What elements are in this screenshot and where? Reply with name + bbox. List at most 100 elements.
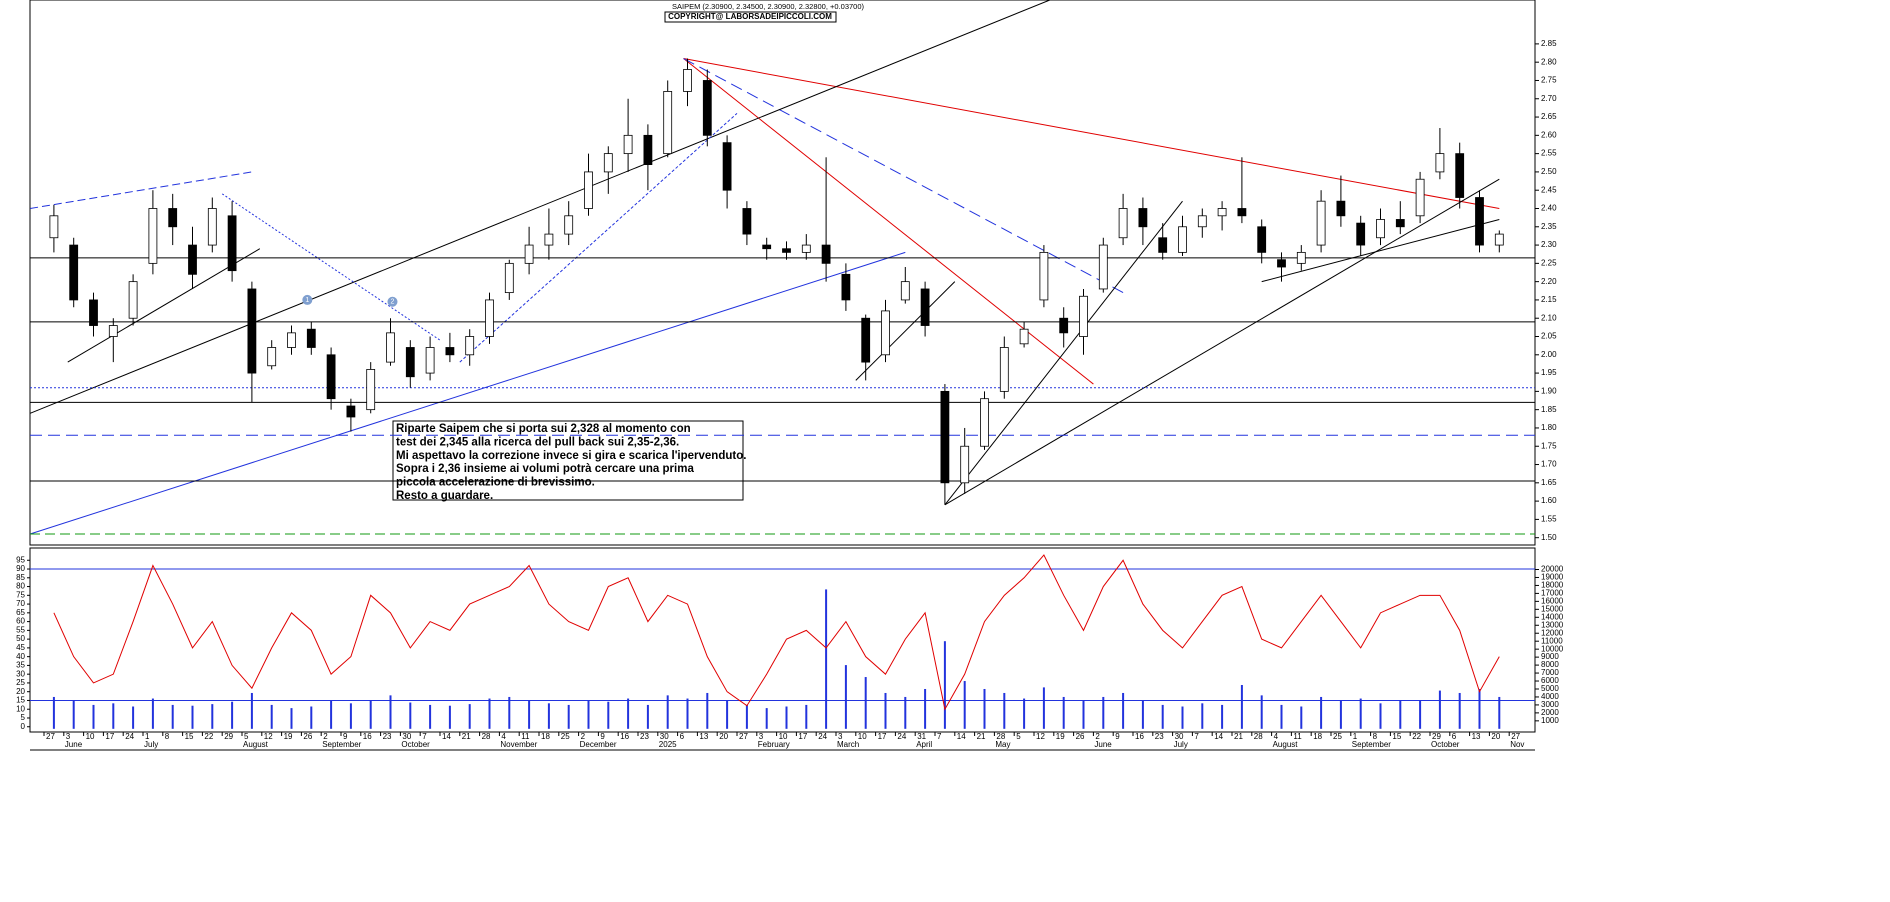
week-label: 23 — [1155, 732, 1164, 741]
week-label: 18 — [1313, 732, 1322, 741]
candle-body — [366, 369, 376, 411]
volume-tick-label: 8000 — [1541, 660, 1559, 669]
week-label: 10 — [779, 732, 788, 741]
osc-tick-label: 90 — [16, 564, 25, 573]
volume-bar — [924, 688, 927, 729]
candle-body — [1356, 222, 1366, 246]
volume-bar — [369, 700, 372, 729]
week-label: 26 — [303, 732, 312, 741]
week-label: 4 — [501, 732, 506, 741]
volume-bar — [963, 681, 966, 729]
marker-label: 1 — [305, 297, 309, 304]
week-label: 23 — [640, 732, 649, 741]
month-label: March — [837, 740, 859, 749]
candle-body — [524, 244, 534, 264]
month-label: September — [322, 740, 361, 749]
y-tick-label: 1.95 — [1541, 368, 1557, 377]
y-tick-label: 1.50 — [1541, 533, 1557, 542]
candle-body — [326, 354, 336, 400]
candle-body — [643, 134, 653, 165]
candle-body — [564, 215, 574, 235]
month-label: November — [500, 740, 537, 749]
volume-bar — [151, 698, 154, 729]
week-label: 21 — [462, 732, 471, 741]
candle-body — [207, 208, 217, 246]
candle-body — [900, 281, 910, 301]
candle-body — [445, 347, 455, 356]
candle-body — [1039, 251, 1049, 301]
annotation-line: piccola accelerazione di brevissimo. — [396, 477, 595, 489]
y-tick-label: 1.75 — [1541, 441, 1557, 450]
candle-body — [386, 332, 395, 363]
candle-body — [1455, 153, 1465, 198]
y-tick-label: 2.20 — [1541, 277, 1557, 286]
week-label: 9 — [600, 732, 605, 741]
week-label: 30 — [1175, 732, 1184, 741]
trendline — [944, 178, 1500, 506]
candle-body — [960, 445, 970, 484]
volume-bar — [1458, 692, 1461, 729]
volume-bar — [1320, 696, 1323, 729]
week-label: 26 — [1076, 732, 1085, 741]
week-label: 5 — [1016, 732, 1021, 741]
osc-tick-label: 95 — [16, 555, 25, 564]
candle-body — [1435, 153, 1445, 173]
week-label: 13 — [699, 732, 708, 741]
week-label: 20 — [719, 732, 728, 741]
osc-tick-label: 5 — [21, 713, 26, 722]
week-label: 15 — [1392, 732, 1401, 741]
volume-tick-label: 20000 — [1541, 565, 1564, 574]
volume-bar — [1082, 700, 1085, 729]
y-tick-label: 2.25 — [1541, 258, 1557, 267]
week-label: 28 — [1254, 732, 1263, 741]
y-tick-label: 1.65 — [1541, 478, 1557, 487]
week-label: 6 — [680, 732, 685, 741]
annotation-line: Riparte Saipem che si porta sui 2,328 al… — [396, 423, 691, 435]
week-label: 5 — [244, 732, 249, 741]
y-tick-label: 1.70 — [1541, 460, 1557, 469]
volume-bar — [825, 589, 828, 729]
volume-bar — [1359, 698, 1362, 729]
week-label: 11 — [521, 732, 530, 741]
month-label: December — [580, 740, 617, 749]
week-label: 27 — [1511, 732, 1520, 741]
marker — [302, 294, 313, 305]
candle-body — [999, 347, 1009, 392]
week-label: 1 — [1353, 732, 1358, 741]
y-tick-label: 2.35 — [1541, 222, 1557, 231]
osc-tick-label: 55 — [16, 625, 25, 634]
candle-body — [425, 347, 435, 374]
candle-body — [1336, 200, 1346, 217]
week-label: 16 — [363, 732, 372, 741]
week-label: 10 — [86, 732, 95, 741]
volume-bar — [231, 701, 234, 729]
osc-tick-label: 75 — [16, 590, 25, 599]
candle-body — [801, 244, 811, 253]
y-tick-label: 1.55 — [1541, 515, 1557, 524]
osc-tick-label: 85 — [16, 573, 25, 582]
week-label: 3 — [66, 732, 71, 741]
candle-body — [1178, 226, 1187, 253]
volume-bar — [1498, 696, 1501, 729]
osc-tick-label: 65 — [16, 608, 25, 617]
volume-bar — [92, 704, 95, 729]
volume-bar — [290, 708, 293, 729]
volume-tick-label: 10000 — [1541, 644, 1564, 653]
week-label: 16 — [1135, 732, 1144, 741]
week-label: 21 — [1234, 732, 1243, 741]
volume-bar — [884, 692, 887, 729]
candle-body — [980, 398, 989, 447]
marker-label: 2 — [391, 299, 395, 306]
trendline — [855, 281, 956, 381]
week-label: 30 — [402, 732, 411, 741]
candle-body — [1197, 215, 1207, 228]
week-label: 20 — [1491, 732, 1500, 741]
marker — [387, 296, 398, 307]
candle-body — [881, 310, 890, 356]
volume-bar — [1280, 704, 1283, 729]
trendline — [683, 58, 1124, 294]
annotation-line: test dei 2,345 alla ricerca del pull bac… — [396, 436, 679, 448]
week-label: 18 — [541, 732, 550, 741]
month-label: 2025 — [659, 740, 677, 749]
oscillator-line — [53, 554, 1500, 711]
